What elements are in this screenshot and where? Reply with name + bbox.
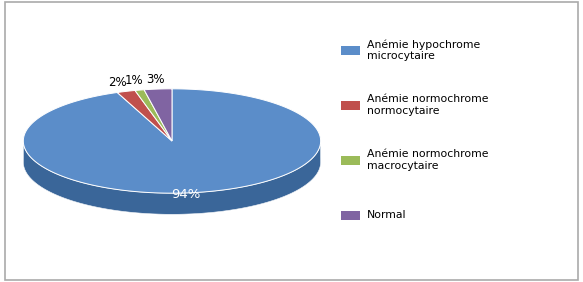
Text: Normal: Normal (367, 210, 406, 220)
Polygon shape (117, 91, 172, 141)
FancyBboxPatch shape (341, 46, 360, 55)
Polygon shape (144, 89, 172, 141)
Text: Anémie hypochrome
microcytaire: Anémie hypochrome microcytaire (367, 39, 480, 61)
Text: 1%: 1% (124, 74, 143, 87)
Ellipse shape (23, 110, 321, 214)
Text: 2%: 2% (108, 76, 127, 89)
Text: Anémie normochrome
macrocytaire: Anémie normochrome macrocytaire (367, 149, 488, 171)
Text: Anémie normochrome
normocytaire: Anémie normochrome normocytaire (367, 94, 488, 116)
FancyBboxPatch shape (341, 211, 360, 220)
FancyBboxPatch shape (341, 156, 360, 165)
Polygon shape (135, 90, 172, 141)
Text: 3%: 3% (146, 73, 165, 86)
Polygon shape (23, 142, 321, 214)
FancyBboxPatch shape (341, 101, 360, 110)
Polygon shape (23, 89, 321, 193)
Text: 94%: 94% (171, 188, 201, 201)
